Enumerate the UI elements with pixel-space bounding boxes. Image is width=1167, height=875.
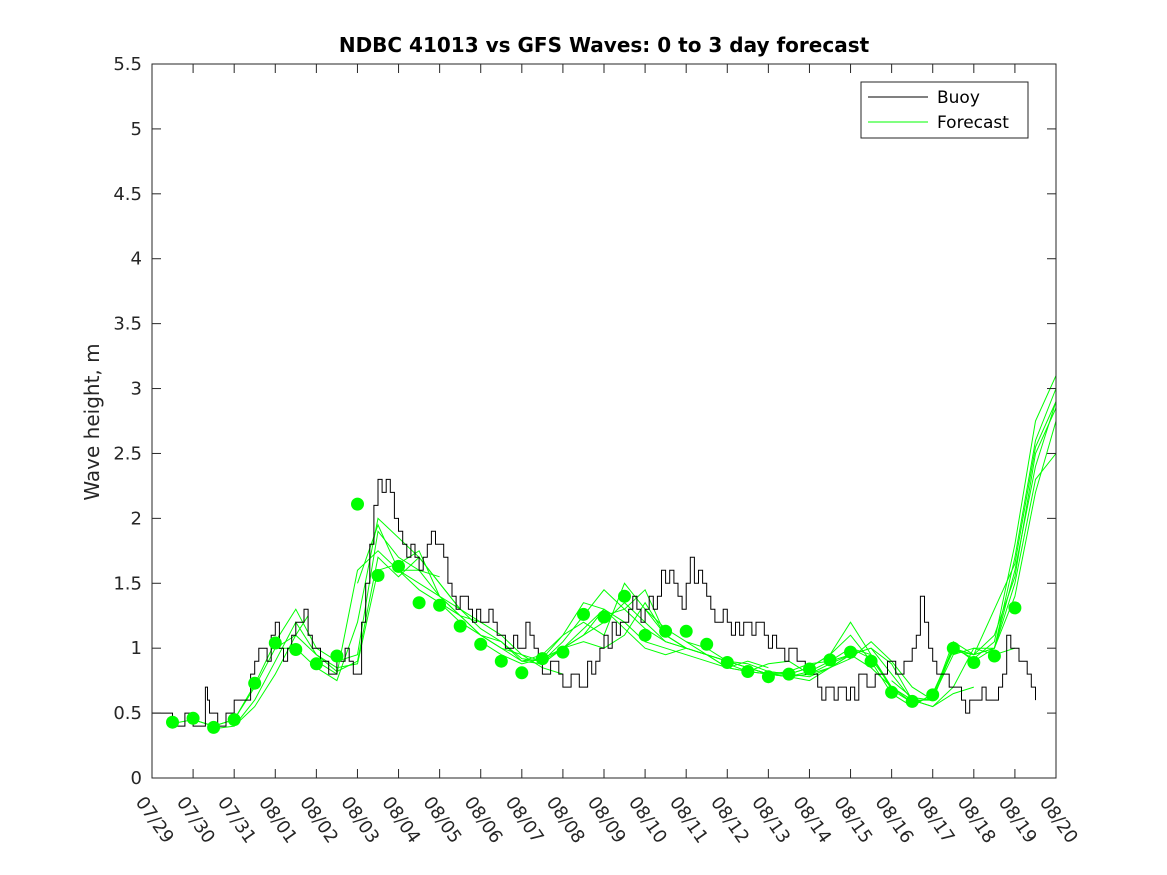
forecast-point (987, 649, 1001, 663)
y-tick-label: 0 (131, 768, 142, 789)
forecast-point (905, 694, 919, 708)
x-tick-label: 08/15 (829, 793, 876, 848)
x-tick-label: 07/30 (172, 793, 219, 848)
forecast-point (597, 610, 611, 624)
forecast-series-line (973, 401, 1057, 655)
x-tick-label: 08/17 (912, 793, 959, 848)
forecast-point (803, 662, 816, 676)
forecast-point (166, 715, 179, 729)
y-tick-label: 2.5 (113, 443, 142, 464)
x-tick-label: 08/14 (788, 793, 835, 848)
forecast-point (412, 596, 426, 610)
buoy-line-group (152, 478, 1036, 727)
y-axis: 0 0.5 1 1.5 2 2.5 3 3.5 4 4.5 5 5.5 (113, 54, 1056, 789)
forecast-point (248, 676, 262, 690)
x-tick-label: 08/08 (542, 793, 589, 848)
forecast-point (453, 619, 467, 633)
y-tick-label: 0.5 (113, 703, 142, 724)
y-axis-label: Wave height, m (80, 343, 104, 500)
forecast-point (782, 667, 796, 681)
forecast-point (351, 497, 364, 511)
y-tick-label: 3.5 (113, 314, 142, 335)
forecast-point (864, 654, 878, 668)
y-tick-label: 3 (131, 379, 142, 400)
x-tick-label: 08/01 (254, 793, 301, 848)
forecast-point (926, 688, 940, 702)
forecast-point (1008, 601, 1022, 615)
forecast-point (268, 636, 282, 650)
forecast-point (392, 559, 405, 573)
forecast-point (844, 645, 857, 659)
x-tick-label: 08/12 (706, 793, 753, 848)
forecast-point (515, 666, 529, 680)
x-tick-label: 08/16 (871, 793, 918, 848)
x-tick-label: 08/10 (624, 793, 671, 848)
y-tick-label: 4.5 (113, 184, 142, 205)
forecast-point (227, 713, 241, 727)
forecast-point (494, 654, 508, 668)
forecast-series-line (439, 602, 769, 669)
forecast-point (700, 637, 714, 651)
x-tick-label: 08/05 (419, 793, 466, 848)
buoy-series-line (152, 478, 1036, 727)
forecast-point (823, 653, 837, 667)
x-tick-label: 08/07 (501, 793, 548, 848)
x-tick-label: 08/18 (953, 793, 1000, 848)
forecast-point (371, 569, 385, 582)
x-tick-label: 08/11 (665, 793, 712, 848)
forecast-point (186, 711, 200, 725)
forecast-point (659, 624, 673, 638)
legend: Buoy Forecast (860, 81, 1029, 139)
forecast-point (618, 589, 631, 603)
legend-forecast-label: Forecast (937, 113, 1009, 133)
forecast-point (720, 656, 734, 669)
forecast-point (474, 637, 488, 651)
y-tick-label: 1.5 (113, 573, 142, 594)
forecast-point (967, 656, 981, 669)
forecast-point (946, 641, 960, 655)
plot-area (151, 63, 1057, 779)
forecast-point (433, 598, 447, 612)
forecast-markers (166, 497, 1022, 734)
x-tick-label: 08/06 (460, 793, 507, 848)
y-tick-label: 2 (131, 508, 142, 529)
forecast-point (577, 607, 590, 621)
legend-buoy-label: Buoy (937, 88, 980, 108)
forecast-point (207, 720, 221, 734)
x-tick-label: 08/19 (994, 793, 1041, 848)
forecast-point (679, 624, 693, 638)
forecast-point (289, 643, 303, 656)
y-tick-label: 4 (131, 249, 142, 270)
y-tick-label: 5 (131, 119, 142, 140)
y-tick-label: 5.5 (113, 54, 142, 75)
forecast-point (761, 670, 775, 684)
forecast-point (638, 628, 652, 642)
x-tick-label: 08/04 (377, 793, 424, 848)
forecast-point (556, 645, 570, 659)
forecast-point (330, 649, 344, 663)
x-tick-label: 08/09 (583, 793, 630, 848)
y-tick-label: 1 (131, 638, 142, 659)
x-tick-label: 08/13 (747, 793, 794, 848)
x-tick-label: 08/02 (295, 793, 342, 848)
forecast-point (885, 685, 899, 699)
forecast-point (309, 657, 323, 671)
plot-background (152, 64, 1056, 778)
x-tick-label: 08/03 (336, 793, 383, 848)
forecast-point (535, 652, 549, 666)
x-tick-label: 08/20 (1035, 793, 1082, 848)
chart-title: NDBC 41013 vs GFS Waves: 0 to 3 day fore… (339, 33, 870, 57)
forecast-point (741, 665, 755, 678)
legend-box (860, 81, 1029, 139)
x-tick-label: 07/29 (131, 793, 178, 848)
x-tick-label: 07/31 (213, 793, 260, 848)
